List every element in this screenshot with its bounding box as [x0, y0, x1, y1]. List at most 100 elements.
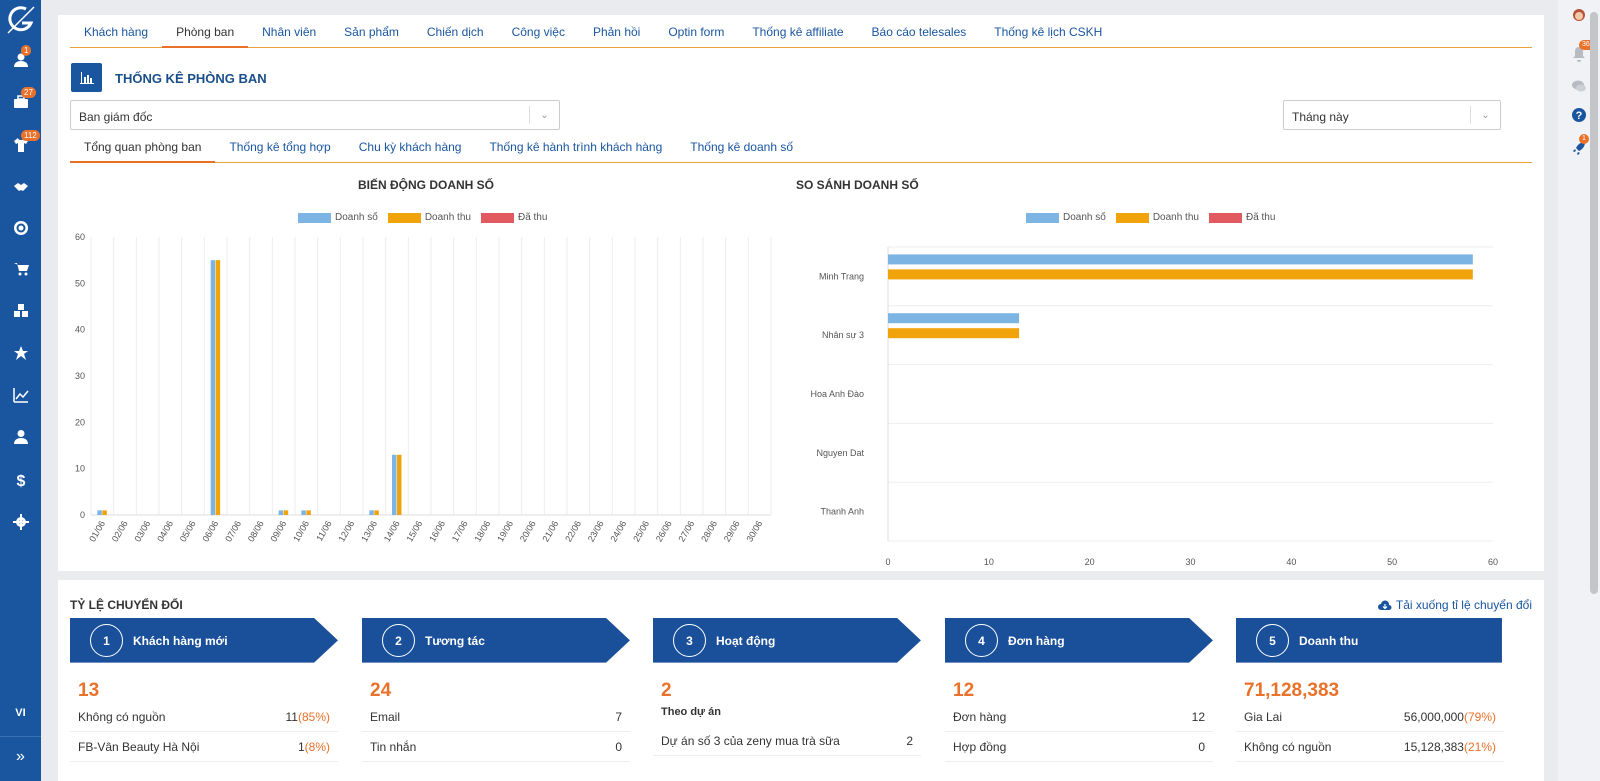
bar-Doanh số[interactable]: [888, 254, 1473, 265]
sidebar-item-user-tie[interactable]: [0, 422, 41, 452]
bar-Doanh số[interactable]: [301, 510, 306, 515]
department-select-value: Ban giám đốc: [79, 110, 153, 124]
tab-4[interactable]: Chiến dịch: [426, 25, 484, 39]
notification-count: 364: [1579, 40, 1597, 50]
row-name: Tin nhắn: [370, 739, 417, 754]
funnel-step-header[interactable]: 3 Hoạt động: [653, 618, 921, 663]
subtab-2[interactable]: Chu kỳ khách hàng: [358, 140, 462, 154]
bar-Doanh thu[interactable]: [888, 328, 1020, 339]
row-value: 1: [297, 739, 305, 754]
subtab-0[interactable]: Tổng quan phòng ban: [70, 133, 216, 163]
legend-swatch: [480, 212, 514, 223]
x-tick-label: 26/06: [654, 519, 674, 544]
category-label: Hoa Anh Đào: [810, 389, 864, 399]
app-logo[interactable]: [4, 3, 37, 36]
period-select[interactable]: Tháng này ⌄: [1283, 100, 1501, 130]
tab-1[interactable]: Phòng ban: [162, 15, 249, 48]
x-tick-label: 50: [1387, 557, 1397, 567]
sidebar-item-star[interactable]: [0, 338, 41, 368]
tab-10[interactable]: Thống kê lịch CSKH: [994, 25, 1103, 39]
funnel-step-3: 3 Hoạt động 2 Theo dự án Dự án số 3 của zeny…: [653, 618, 921, 756]
download-conversion-button[interactable]: Tải xuống tỉ lệ chuyển đổi: [1377, 598, 1532, 612]
star-icon: [13, 346, 28, 360]
row-percent: (21%): [1463, 739, 1496, 754]
bar-Doanh số[interactable]: [278, 510, 284, 515]
x-tick-label: 10/06: [291, 519, 311, 544]
user-avatar[interactable]: [1569, 6, 1589, 26]
step-number: 1: [90, 624, 123, 657]
bar-Doanh số[interactable]: [369, 510, 374, 515]
sidebar-item-dollar[interactable]: $: [0, 465, 41, 495]
bar-Doanh số[interactable]: [392, 454, 397, 515]
bar-Doanh thu[interactable]: [397, 454, 402, 515]
subtab-3[interactable]: Thống kê hành trình khách hàng: [489, 140, 663, 154]
step-number: 3: [673, 624, 706, 657]
bar-Doanh thu[interactable]: [215, 260, 221, 515]
tab-5[interactable]: Công việc: [511, 25, 565, 39]
tab-0[interactable]: Khách hàng: [84, 25, 149, 39]
funnel-step-2: 2 Tương tác 24 Email 7 Tin nhắn 0: [362, 618, 630, 762]
main-tabs: Khách hàng Phòng ban Nhân viên Sản phẩm Chiế…: [70, 15, 1532, 48]
funnel-step-header[interactable]: 5 Doanh thu: [1236, 618, 1504, 663]
sidebar-item-user[interactable]: 1: [0, 45, 41, 75]
funnel-arrow-shape: [70, 618, 338, 663]
notification-bell[interactable]: 364: [1569, 40, 1597, 64]
row-name: Gia Lai: [1244, 709, 1283, 724]
funnel-step-header[interactable]: 2 Tương tác: [362, 618, 630, 663]
sidebar-item-cubes[interactable]: [0, 296, 41, 326]
funnel-arrow-shape: [653, 618, 921, 663]
tab-3[interactable]: Sản phẩm: [344, 25, 399, 39]
rocket-icon[interactable]: 1: [1569, 134, 1589, 158]
sidebar-item-target[interactable]: [0, 213, 41, 243]
legend-label: Doanh thu: [1152, 212, 1199, 223]
step-total: 2: [661, 680, 672, 701]
funnel-step-4: 4 Đơn hàng 12 Đơn hàng 12 Hợp đồng 0: [945, 618, 1213, 762]
bar-Doanh số[interactable]: [97, 510, 102, 515]
svg-text:$: $: [16, 473, 25, 488]
x-tick-label: 08/06: [246, 519, 266, 544]
funnel-row: Không có nguồn 15,128,383(21%): [1236, 732, 1504, 762]
expand-sidebar-button[interactable]: »: [16, 748, 25, 765]
x-tick-label: 20/06: [518, 519, 538, 544]
bar-Doanh thu[interactable]: [888, 269, 1473, 280]
department-select[interactable]: Ban giám đốc ⌄: [70, 100, 560, 130]
row-name: Email: [370, 709, 401, 724]
sidebar-item-briefcase[interactable]: 27: [0, 87, 41, 117]
page-scrollbar[interactable]: [1590, 12, 1598, 594]
x-tick-label: 06/06: [200, 519, 220, 544]
sidebar-item-cart[interactable]: [0, 254, 41, 284]
sidebar-item-line-chart[interactable]: [0, 380, 41, 410]
subtab-4[interactable]: Thống kê doanh số: [690, 140, 794, 154]
sidebar-item-shirt[interactable]: 112: [0, 130, 41, 160]
bar-Doanh thu[interactable]: [102, 510, 107, 515]
bar-Doanh thu[interactable]: [283, 510, 289, 515]
tab-2[interactable]: Nhân viên: [262, 25, 317, 39]
tab-9[interactable]: Báo cáo telesales: [871, 25, 967, 39]
row-percent: (85%): [297, 709, 330, 724]
bar-Doanh số[interactable]: [210, 260, 216, 515]
line-chart-icon: [12, 388, 29, 403]
language-switch[interactable]: VI: [15, 707, 26, 719]
tab-7[interactable]: Optin form: [668, 25, 725, 39]
subtab-1[interactable]: Thống kê tổng hợp: [229, 140, 331, 154]
help-icon[interactable]: ?: [1569, 105, 1589, 125]
funnel-step-header[interactable]: 1 Khách hàng mới: [70, 618, 338, 663]
sub-tabs: Tổng quan phòng ban Thống kê tổng hợp Chu …: [70, 133, 1532, 163]
chat-icon[interactable]: [1569, 76, 1589, 96]
funnel-row: FB-Vân Beauty Hà Nội 1(8%): [70, 732, 338, 762]
revenue-compare-chart-title: SO SÁNH DOANH SỐ: [796, 178, 919, 192]
sidebar-divider: [0, 736, 41, 737]
bar-Doanh thu[interactable]: [306, 510, 311, 515]
funnel-step-header[interactable]: 4 Đơn hàng: [945, 618, 1213, 663]
tab-6[interactable]: Phản hồi: [592, 25, 641, 39]
funnel-arrow-shape: [362, 618, 630, 663]
bar-Doanh số[interactable]: [888, 313, 1020, 324]
sidebar-item-gear[interactable]: [0, 507, 41, 537]
target-icon: [13, 221, 28, 235]
legend-label: Đã thu: [1245, 212, 1276, 223]
tab-8[interactable]: Thống kê affiliate: [752, 25, 844, 39]
revenue-trend-legend: Doanh số Doanh thu Đã thu: [288, 212, 547, 223]
sidebar-item-handshake[interactable]: [0, 172, 41, 202]
row-value: 11: [285, 709, 298, 724]
bar-Doanh thu[interactable]: [374, 510, 379, 515]
